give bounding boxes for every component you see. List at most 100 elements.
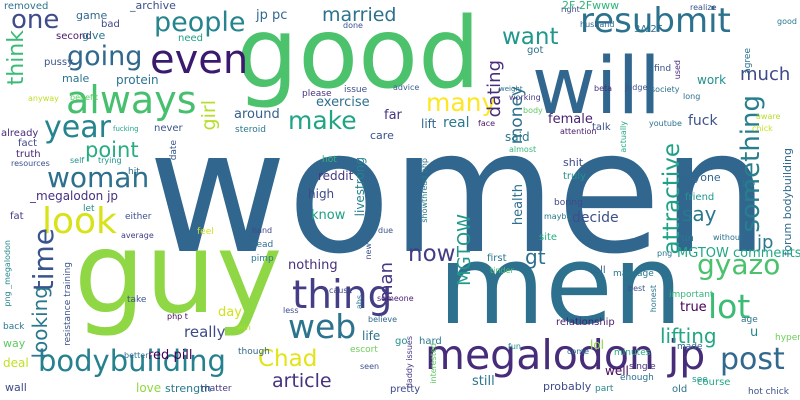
word: hit: [128, 167, 140, 177]
word: made: [677, 342, 703, 352]
word: people: [154, 7, 246, 38]
word: fun: [508, 342, 521, 351]
word: many: [426, 88, 497, 117]
word: already: [1, 128, 39, 139]
word: decide: [572, 210, 619, 226]
word: hot: [322, 155, 337, 165]
word: php t: [167, 312, 188, 321]
word: exercise: [316, 95, 370, 110]
word: relationship: [556, 317, 615, 328]
word: please: [302, 89, 332, 99]
word: lol: [590, 338, 605, 352]
word: bodybuilding: [38, 344, 226, 378]
word: honest: [649, 285, 658, 313]
word: fat: [10, 211, 24, 222]
word: jp: [757, 232, 774, 253]
word: come: [567, 347, 590, 356]
word: MGTOW: [454, 214, 475, 286]
word: cause: [329, 286, 353, 295]
word: due: [378, 226, 394, 235]
word: benefit: [70, 93, 99, 102]
word: far: [384, 108, 402, 123]
word: now: [408, 241, 456, 267]
word: going: [67, 41, 143, 72]
word: shit: [563, 156, 584, 169]
word: pretty: [390, 384, 421, 395]
word: body: [523, 106, 543, 115]
word: take: [127, 295, 147, 305]
word: chick: [752, 124, 773, 133]
word: always: [66, 78, 197, 122]
word: lot: [708, 287, 751, 326]
word: husband: [580, 20, 615, 29]
word: anyway: [28, 94, 59, 103]
word: look: [42, 201, 117, 242]
word: wall: [5, 381, 27, 394]
word: nothing: [288, 258, 338, 273]
word: much: [740, 64, 791, 85]
word: reddit: [318, 169, 354, 183]
word: png _megalodon: [3, 240, 12, 307]
word: thing: [292, 273, 393, 318]
word: agree: [743, 48, 753, 74]
word: run: [677, 233, 694, 244]
word: steroid: [235, 125, 266, 135]
word: real: [443, 115, 470, 131]
word: win: [237, 323, 251, 332]
word: deal: [3, 356, 29, 370]
word: girl: [198, 100, 220, 131]
word: done: [343, 21, 363, 30]
word: really: [184, 323, 226, 341]
word: high: [308, 187, 335, 201]
word: first: [487, 253, 507, 264]
word: find: [654, 64, 672, 74]
word: around: [234, 107, 280, 122]
word: date: [169, 140, 179, 161]
word: png: [657, 249, 673, 258]
word: almost: [509, 145, 537, 154]
word: escort: [350, 345, 378, 355]
word: pimp: [251, 254, 274, 264]
word: enough: [620, 373, 654, 383]
word: weight: [499, 85, 523, 93]
word: hard: [419, 336, 442, 347]
word: MGTOW comments: [677, 246, 800, 261]
word: article: [272, 370, 332, 392]
word: interested: [429, 343, 438, 384]
word: read: [253, 240, 274, 250]
word: way: [3, 337, 26, 350]
word: either: [125, 212, 152, 222]
word: web: [288, 307, 357, 346]
word: hypergamy: [775, 333, 800, 343]
word: bad: [101, 19, 120, 30]
word: point: [85, 138, 139, 162]
word: face: [478, 119, 496, 128]
word: working: [509, 93, 541, 102]
word: daddy issues: [405, 336, 414, 389]
word: well: [605, 364, 629, 378]
word: let: [83, 204, 95, 214]
word: strength: [165, 382, 212, 395]
word: important: [669, 290, 714, 300]
word: second: [56, 31, 92, 42]
word: abs: [355, 295, 364, 310]
word: fucking: [113, 125, 139, 133]
word: care: [370, 129, 394, 142]
word: truly: [563, 171, 587, 182]
word: post: [720, 342, 785, 377]
word: will: [532, 42, 661, 132]
word: age: [741, 315, 758, 325]
word: aware: [756, 112, 781, 121]
word: boring: [554, 198, 583, 208]
word: judge: [625, 83, 648, 92]
word: good looking: [777, 17, 800, 26]
word: woman: [47, 161, 150, 194]
word: course: [697, 377, 731, 388]
word: hot chick: [748, 387, 789, 397]
word: marriage: [613, 269, 654, 279]
word: health: [511, 184, 526, 226]
word: back: [3, 322, 25, 332]
word: gyazo: [697, 248, 781, 281]
word: think: [4, 30, 29, 86]
word: true: [680, 300, 707, 315]
